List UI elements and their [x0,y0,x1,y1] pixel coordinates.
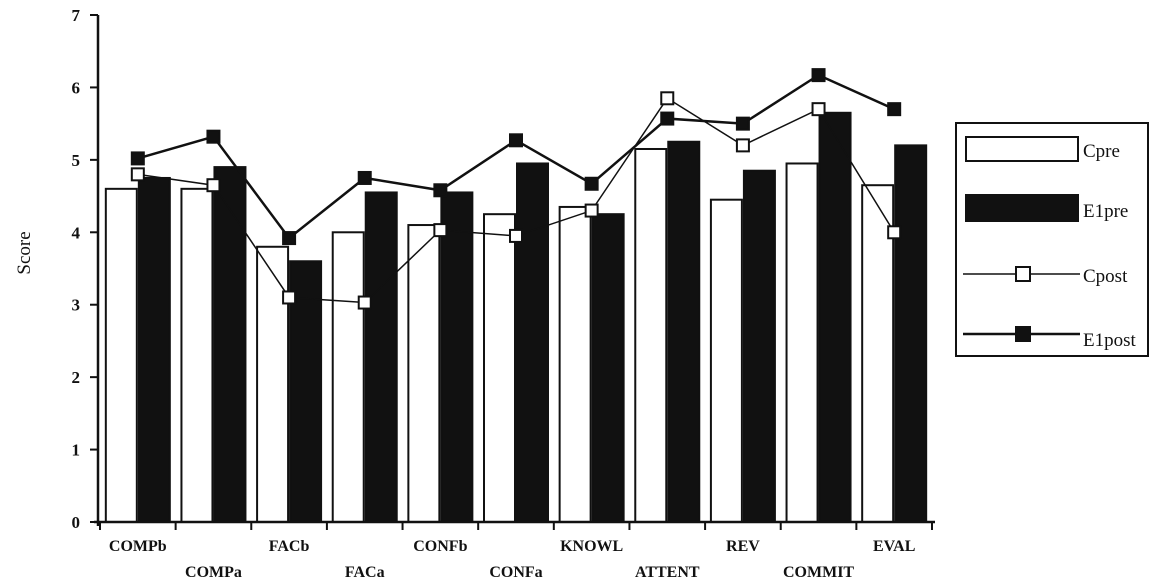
bar-e1pre-faca [364,191,398,523]
marker-e1post-commit [811,68,826,83]
y-axis-title: Score [14,231,35,274]
legend: Cpre E1pre Cpost E1post [955,122,1149,357]
bar-e1pre-knowl [591,213,625,524]
bar-cpre-confb [407,224,441,524]
axes: 0 1 2 3 4 5 6 7 COMPb COMPa FACb FACa CONFb CONFa KNOW… [72,6,935,581]
x-label-confb: CONFb [413,538,467,555]
legend-label-e1post: E1post [1083,330,1137,351]
bar-e1pre-eval [894,144,928,523]
marker-e1post-knowl [584,176,599,191]
legend-marker-e1post [1015,326,1031,342]
marker-cpost-confa [509,228,523,243]
y-tick-label-0: 0 [72,513,81,532]
bar-e1pre-attent [667,140,701,523]
x-label-compb: COMPb [109,538,167,555]
marker-cpost-compb [130,167,145,182]
x-label-compa: COMPa [185,564,242,581]
bar-cpre-confa [483,213,516,524]
bar-e1pre-commit [818,111,852,524]
x-label-eval: EVAL [873,538,915,555]
legend-label-cpre: Cpre [1083,141,1120,162]
x-label-faca: FACa [345,564,385,581]
bar-cpre-rev [709,198,743,523]
marker-cpost-rev [735,138,750,153]
y-tick-label-2: 2 [72,368,81,387]
y-tick-label-6: 6 [72,78,81,97]
lines-layer [130,68,902,310]
bars-layer [104,111,928,524]
legend-swatch-e1pre [965,194,1079,222]
marker-e1post-faca [357,170,372,185]
marker-cpost-facb [282,290,297,305]
bar-cpre-commit [785,162,819,523]
marker-cpost-compa [206,178,221,193]
legend-swatch-cpre [965,136,1079,162]
bar-e1pre-confa [516,162,549,523]
y-tick-label-3: 3 [72,296,81,315]
marker-cpost-attent [660,91,675,106]
marker-e1post-eval [887,102,902,117]
marker-cpost-commit [811,102,826,117]
bar-cpre-knowl [558,205,592,524]
marker-cpost-confb [433,223,448,238]
bar-cpre-compa [180,187,214,523]
legend-label-cpost: Cpost [1083,266,1128,287]
y-tick-label-1: 1 [72,441,81,460]
x-label-rev: REV [726,538,760,555]
marker-e1post-facb [282,231,297,246]
legend-label-e1pre: E1pre [1083,201,1128,222]
x-label-confa: CONFa [489,564,542,581]
marker-cpost-knowl [584,203,599,218]
marker-e1post-compb [130,151,145,166]
bar-e1pre-confb [440,191,474,523]
legend-marker-cpost [1015,266,1031,282]
marker-e1post-attent [660,111,675,126]
x-label-facb: FACb [269,538,310,555]
bar-cpre-faca [331,231,365,524]
y-tick-label-4: 4 [72,223,81,242]
x-label-attent: ATTENT [635,564,700,581]
x-label-knowl: KNOWL [560,538,623,555]
bar-cpre-compb [104,187,138,523]
y-tick-label-7: 7 [72,6,81,25]
marker-e1post-compa [206,129,221,144]
marker-cpost-eval [887,225,902,240]
bar-cpre-attent [634,147,668,523]
marker-e1post-confb [433,183,448,198]
marker-cpost-faca [357,295,372,310]
x-label-commit: COMMIT [783,564,854,581]
bar-e1pre-rev [742,169,776,523]
bar-e1pre-compb [137,176,171,523]
marker-e1post-confa [509,133,523,148]
marker-e1post-rev [735,116,750,131]
bar-e1pre-compa [213,166,247,523]
y-tick-label-5: 5 [72,151,81,170]
